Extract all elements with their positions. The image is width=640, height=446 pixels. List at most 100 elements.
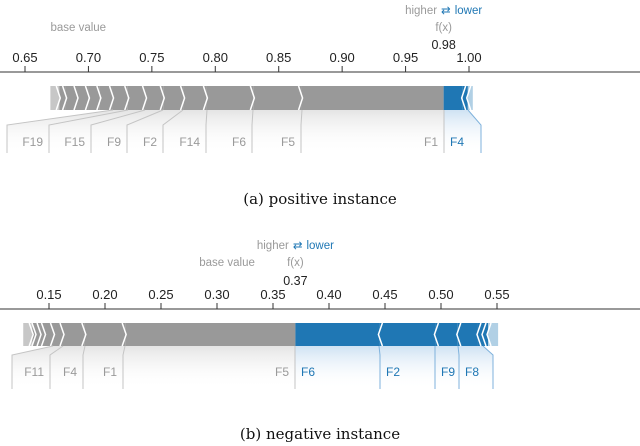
negative-chevron bbox=[433, 322, 440, 347]
positive-segment bbox=[112, 86, 128, 110]
legend-higher: higher bbox=[405, 5, 437, 17]
legend-higher: higher bbox=[257, 240, 289, 252]
feature-label-F14: F14 bbox=[179, 135, 200, 149]
positive-chevron bbox=[81, 322, 87, 347]
legend-lower: lower bbox=[455, 5, 483, 17]
base-value-label: base value bbox=[50, 22, 106, 34]
feature-label-F4: F4 bbox=[450, 135, 464, 149]
positive-segment bbox=[125, 323, 296, 346]
negative-segment bbox=[457, 323, 478, 346]
x-tick-label: 0.20 bbox=[92, 287, 117, 302]
fx-label: f(x) bbox=[435, 22, 452, 34]
label-connector bbox=[11, 345, 54, 389]
feature-label-F6: F6 bbox=[301, 365, 315, 379]
feature-label-F19: F19 bbox=[22, 135, 43, 149]
feature-label-F9: F9 bbox=[441, 365, 455, 379]
label-connector bbox=[457, 345, 460, 389]
positive-chevron bbox=[159, 85, 166, 111]
x-tick-label: 0.35 bbox=[260, 287, 285, 302]
positive-chevron bbox=[36, 322, 42, 347]
x-tick-label: 0.95 bbox=[393, 50, 418, 65]
positive-chevron bbox=[96, 85, 102, 111]
fx-value: 0.98 bbox=[431, 38, 455, 52]
positive-segment bbox=[206, 86, 254, 110]
positive-segment bbox=[127, 86, 146, 110]
base-value-label: base value bbox=[199, 257, 255, 269]
feature-label-F1: F1 bbox=[103, 365, 117, 379]
label-connector bbox=[205, 109, 208, 153]
positive-segment bbox=[23, 323, 33, 346]
x-tick-label: 0.15 bbox=[36, 287, 61, 302]
negative-segment bbox=[462, 86, 468, 110]
positive-segment bbox=[50, 86, 60, 110]
x-tick-label: 0.25 bbox=[148, 287, 173, 302]
negative-chevron bbox=[377, 322, 384, 347]
feature-label-F6: F6 bbox=[232, 135, 246, 149]
feature-label-F9: F9 bbox=[107, 135, 121, 149]
legend-lower: lower bbox=[306, 240, 334, 252]
feature-label-F15: F15 bbox=[64, 135, 85, 149]
x-tick-label: 1.00 bbox=[456, 50, 481, 65]
negative-chevron bbox=[460, 85, 467, 111]
positive-chevron bbox=[28, 322, 34, 347]
feature-label-F5: F5 bbox=[275, 365, 289, 379]
label-connector bbox=[482, 345, 494, 389]
x-tick-label: 0.40 bbox=[316, 287, 341, 302]
feature-label-F2: F2 bbox=[143, 135, 157, 149]
feature-label-F5: F5 bbox=[281, 135, 295, 149]
x-tick-label: 0.45 bbox=[372, 287, 397, 302]
positive-segment bbox=[84, 323, 126, 346]
label-connector bbox=[378, 345, 381, 389]
label-connector bbox=[126, 109, 164, 153]
positive-chevron bbox=[179, 85, 186, 111]
x-tick-label: 0.85 bbox=[266, 50, 291, 65]
negative-segment bbox=[443, 86, 463, 110]
positive-segment bbox=[59, 86, 66, 110]
feature-label-F1: F1 bbox=[424, 135, 438, 149]
legend-higher-lower: higher ⇄ lower bbox=[257, 240, 334, 252]
positive-chevron bbox=[31, 322, 37, 347]
label-connector bbox=[82, 345, 86, 389]
legend-higher-lower: higher ⇄ lower bbox=[405, 5, 482, 17]
label-connector bbox=[90, 109, 146, 153]
positive-chevron bbox=[73, 85, 79, 111]
force-plot-negative: 0.15 0.20 0.25 0.30 0.35 0.40 0.45 0.50 0.55 high… bbox=[0, 240, 640, 389]
positive-chevron bbox=[202, 85, 209, 111]
x-tick-label: 0.75 bbox=[139, 50, 164, 65]
positive-chevron bbox=[141, 85, 148, 111]
x-tick-label: 0.70 bbox=[76, 50, 101, 65]
positive-segment bbox=[35, 323, 41, 346]
label-connector bbox=[49, 345, 64, 389]
label-connector bbox=[122, 345, 126, 389]
feature-label-F4: F4 bbox=[63, 365, 77, 379]
positive-chevron bbox=[124, 85, 130, 111]
positive-segment bbox=[253, 86, 302, 110]
x-tick-label: 0.65 bbox=[12, 50, 37, 65]
positive-chevron bbox=[297, 85, 304, 111]
negative-chevron bbox=[456, 322, 462, 347]
negative-segment bbox=[477, 323, 483, 346]
label-connector bbox=[467, 109, 482, 153]
positive-segment bbox=[145, 86, 164, 110]
x-tick-label: 0.55 bbox=[484, 287, 509, 302]
x-tick-label: 0.30 bbox=[204, 287, 229, 302]
negative-chevron bbox=[486, 322, 492, 347]
negative-label-shading bbox=[443, 110, 481, 153]
fx-value: 0.37 bbox=[283, 274, 307, 288]
positive-segment bbox=[77, 86, 89, 110]
x-tick-label: 0.90 bbox=[329, 50, 354, 65]
positive-label-shading bbox=[7, 110, 444, 153]
legend-arrow: ⇄ bbox=[441, 5, 451, 17]
label-connector bbox=[251, 109, 254, 153]
positive-chevron bbox=[40, 322, 47, 347]
positive-chevron bbox=[249, 85, 256, 111]
caption-negative-instance: (b) negative instance bbox=[239, 425, 401, 443]
positive-segment bbox=[163, 86, 184, 110]
negative-chevron bbox=[481, 322, 487, 347]
positive-segment bbox=[88, 86, 100, 110]
label-connector bbox=[6, 109, 114, 153]
negative-label-shading bbox=[295, 346, 493, 389]
positive-segment bbox=[301, 86, 444, 110]
negative-segment bbox=[435, 323, 458, 346]
